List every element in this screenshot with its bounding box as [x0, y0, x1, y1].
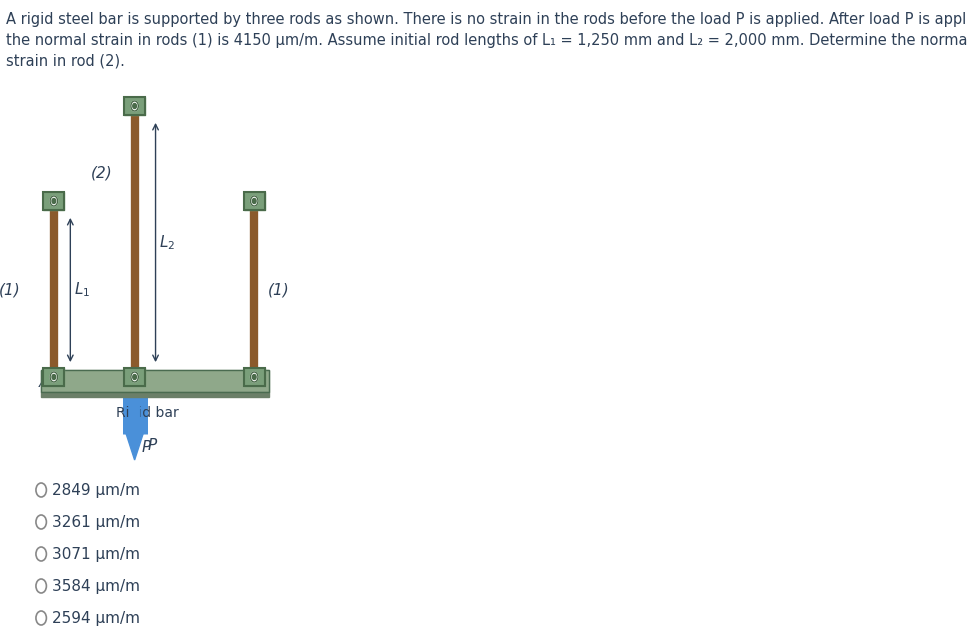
Bar — [124, 368, 145, 386]
Circle shape — [131, 372, 138, 382]
Text: A rigid steel bar is supported by three rods as shown. There is no strain in the: A rigid steel bar is supported by three … — [6, 12, 967, 69]
Circle shape — [52, 375, 56, 379]
Text: $L_1$: $L_1$ — [74, 281, 90, 299]
Bar — [244, 368, 265, 386]
Bar — [244, 368, 265, 386]
Text: Rigid bar: Rigid bar — [116, 406, 179, 420]
Text: P: P — [142, 440, 152, 454]
Circle shape — [50, 372, 58, 382]
Text: (1): (1) — [268, 283, 289, 297]
Text: (2): (2) — [91, 165, 112, 180]
Circle shape — [52, 199, 56, 204]
Circle shape — [132, 103, 136, 109]
Circle shape — [131, 101, 138, 111]
Bar — [42, 370, 269, 392]
Text: 2849 μm/m: 2849 μm/m — [52, 483, 140, 497]
Text: B: B — [136, 376, 146, 390]
Circle shape — [250, 372, 258, 382]
Polygon shape — [125, 400, 144, 460]
Circle shape — [252, 375, 256, 379]
Bar — [42, 370, 269, 392]
Circle shape — [50, 196, 58, 206]
Bar — [124, 368, 145, 386]
Text: C: C — [240, 376, 249, 390]
Text: $L_2$: $L_2$ — [160, 233, 175, 252]
Text: 2594 μm/m: 2594 μm/m — [52, 611, 140, 625]
Text: 3261 μm/m: 3261 μm/m — [52, 514, 140, 529]
Bar — [44, 192, 65, 210]
Text: 3071 μm/m: 3071 μm/m — [52, 546, 140, 562]
Bar — [44, 368, 65, 386]
Circle shape — [252, 199, 256, 204]
Text: (1): (1) — [0, 283, 21, 297]
Bar — [42, 392, 269, 397]
Bar — [44, 192, 65, 210]
Text: 3584 μm/m: 3584 μm/m — [52, 579, 140, 594]
Bar — [244, 192, 265, 210]
Bar — [44, 368, 65, 386]
Text: P: P — [147, 437, 157, 452]
Circle shape — [132, 375, 136, 379]
Text: A: A — [39, 376, 48, 390]
Bar — [244, 192, 265, 210]
Bar — [124, 97, 145, 115]
Circle shape — [250, 196, 258, 206]
Bar — [124, 97, 145, 115]
